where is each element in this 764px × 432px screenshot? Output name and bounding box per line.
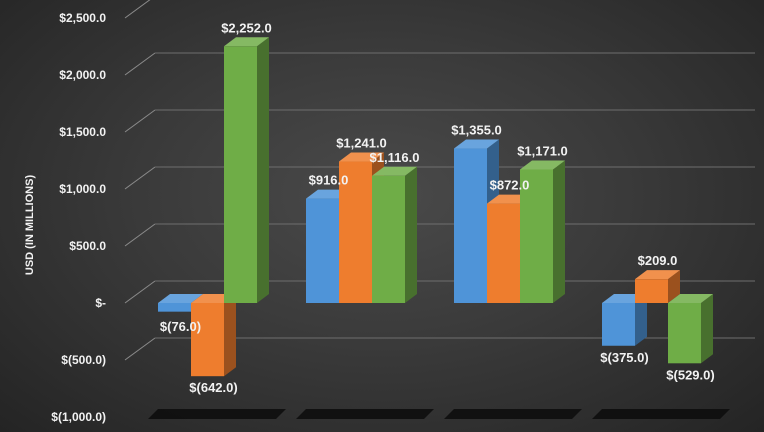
floor-slab [444, 409, 582, 419]
gridline-side [124, 52, 156, 76]
bars [158, 37, 713, 377]
bar [191, 303, 224, 377]
floor-slab [592, 409, 730, 419]
bar-top [158, 294, 203, 303]
bar-top [635, 270, 680, 280]
bar [520, 169, 553, 303]
y-tick-label: $(500.0) [61, 353, 106, 367]
chart-floor [148, 409, 730, 419]
y-axis-ticks: $2,500.0 $2,000.0 $1,500.0 $1,000.0 $500.0 $-… [51, 11, 106, 424]
bar [306, 198, 339, 303]
data-label: $1,355.0 [451, 123, 502, 138]
data-label: $872.0 [490, 178, 530, 193]
bar [224, 46, 257, 303]
y-tick-label: $2,500.0 [59, 11, 106, 25]
bar-side [668, 270, 680, 303]
y-axis-title: USD (IN MILLIONS) [24, 175, 36, 276]
bar-top [520, 160, 565, 170]
bar-side [224, 294, 236, 377]
data-label: $209.0 [638, 253, 678, 268]
bar-side [257, 37, 269, 303]
bar [635, 279, 668, 303]
data-label: $1,116.0 [370, 150, 420, 165]
y-tick-label: $1,000.0 [59, 182, 106, 196]
data-labels: $(76.0) $916.0 $1,355.0 $(375.0) $(642.0) $1,… [160, 20, 715, 395]
y-tick-label: $- [95, 296, 106, 310]
bar [487, 203, 520, 303]
floor-slab [148, 409, 286, 419]
y-tick-label: $(1,000.0) [51, 410, 106, 424]
y-tick-label: $2,000.0 [59, 68, 106, 82]
bar-top [339, 152, 384, 162]
gridline-side [124, 0, 151, 19]
data-label: $(76.0) [160, 319, 201, 334]
gridline-side [124, 280, 156, 304]
data-label: $2,252.0 [221, 20, 272, 35]
gridline-side [124, 109, 156, 133]
bar-side [553, 160, 565, 303]
bar [158, 303, 191, 312]
y-tick-label: $500.0 [69, 239, 106, 253]
data-label: $(642.0) [189, 380, 237, 395]
bar-top [224, 37, 269, 47]
data-label: $(529.0) [666, 367, 714, 382]
data-label: $(375.0) [600, 350, 648, 365]
bar-top [372, 166, 417, 176]
bar [339, 161, 372, 303]
bar-side [701, 294, 713, 364]
bar [372, 175, 405, 303]
gridline-side [124, 223, 156, 247]
gridline-side [124, 337, 156, 361]
data-label: $1,171.0 [517, 144, 568, 159]
bar [668, 303, 701, 364]
bar [454, 148, 487, 303]
y-tick-label: $1,500.0 [59, 125, 106, 139]
bar-top [454, 139, 499, 149]
data-label: $916.0 [309, 173, 349, 188]
data-label: $1,241.0 [336, 136, 387, 151]
bar-side [635, 294, 647, 346]
bar-top [668, 294, 713, 303]
floor-slab [296, 409, 434, 419]
bar [602, 303, 635, 346]
gridline-side [124, 166, 156, 190]
bar-side [405, 166, 417, 303]
